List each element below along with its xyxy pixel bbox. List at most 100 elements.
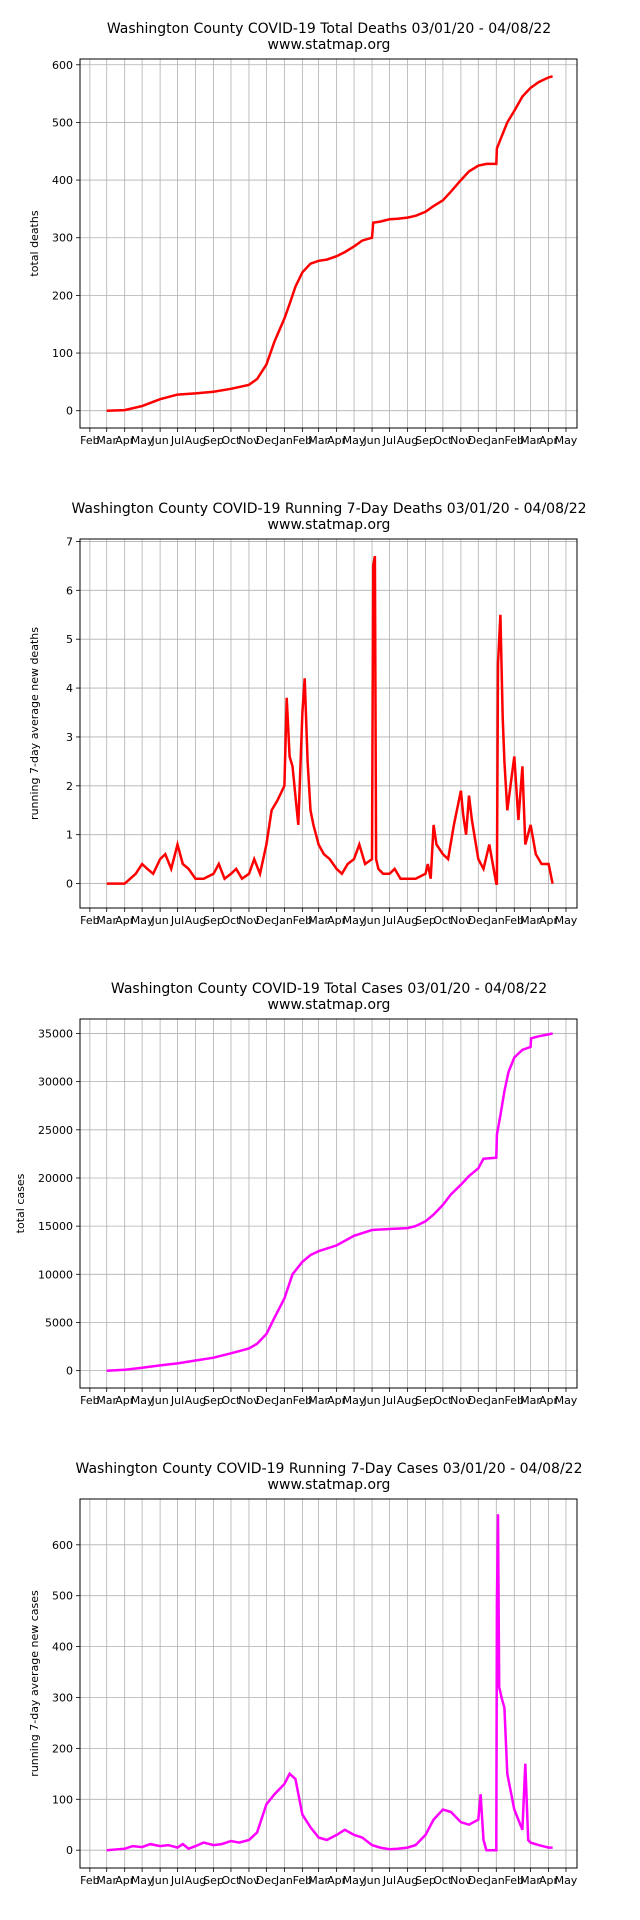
x-tick-label: Feb (80, 1874, 99, 1887)
x-tick-label: Sep (203, 1874, 224, 1887)
x-tick-label: Feb (293, 1874, 312, 1887)
x-tick-label: Dec (468, 914, 489, 927)
series-line (106, 75, 553, 412)
x-tick-label: Apr (327, 434, 347, 447)
x-tick-label: Dec (256, 1874, 277, 1887)
x-tick-label: Jun (151, 1874, 169, 1887)
x-tick-label: Oct (221, 434, 241, 447)
y-tick-label: 100 (52, 1793, 73, 1806)
y-tick-label: 30000 (38, 1076, 73, 1089)
x-tick-label: Apr (115, 1874, 135, 1887)
x-tick-label: Nov (238, 1874, 260, 1887)
chart-panel-running-deaths: Washington County COVID-19 Running 7-Day… (0, 480, 640, 960)
x-tick-label: Oct (221, 914, 241, 927)
x-tick-label: Jun (362, 914, 380, 927)
x-tick-label: Dec (256, 914, 277, 927)
x-tick-label: Aug (185, 914, 206, 927)
x-tick-label: Oct (433, 1874, 453, 1887)
x-tick-label: Jun (362, 1874, 380, 1887)
x-tick-label: Sep (203, 914, 224, 927)
x-tick-label: Dec (468, 434, 489, 447)
chart-subtitle: www.statmap.org (268, 1477, 391, 1493)
x-tick-label: Jan (275, 1394, 293, 1407)
x-tick-label: Feb (505, 1874, 524, 1887)
x-tick-label: Aug (397, 1874, 418, 1887)
y-tick-label: 6 (66, 584, 73, 597)
x-tick-label: Jan (275, 914, 293, 927)
y-tick-label: 0 (66, 405, 73, 418)
x-tick-label: Feb (293, 434, 312, 447)
y-tick-label: 400 (52, 174, 73, 187)
x-tick-label: Feb (505, 914, 524, 927)
y-tick-label: 2 (66, 780, 73, 793)
x-tick-label: Jun (151, 434, 169, 447)
x-tick-label: Feb (505, 434, 524, 447)
x-tick-label: Apr (539, 914, 559, 927)
x-tick-label: May (343, 914, 366, 927)
chart-running-cases: Washington County COVID-19 Running 7-Day… (28, 1461, 583, 1887)
chart-subtitle: www.statmap.org (268, 37, 391, 53)
x-tick-label: Feb (505, 1394, 524, 1407)
x-tick-label: Sep (415, 1874, 436, 1887)
chart-panel-running-cases: Washington County COVID-19 Running 7-Day… (0, 1440, 640, 1920)
chart-title: Washington County COVID-19 Total Cases 0… (111, 981, 547, 997)
x-tick-label: Jan (487, 914, 505, 927)
y-axis-label: running 7-day average new cases (28, 1590, 41, 1777)
x-tick-label: Jul (170, 1394, 184, 1407)
plot-frame (79, 1498, 578, 1869)
x-tick-label: Apr (327, 1394, 347, 1407)
x-tick-label: Apr (327, 914, 347, 927)
y-tick-label: 3 (66, 731, 73, 744)
x-tick-label: May (555, 434, 578, 447)
x-tick-label: May (555, 914, 578, 927)
x-tick-label: Apr (115, 434, 135, 447)
x-tick-label: Nov (238, 434, 260, 447)
x-tick-label: Apr (327, 1874, 347, 1887)
y-tick-label: 1 (66, 829, 73, 842)
y-tick-label: 7 (66, 535, 73, 548)
y-axis-label: total cases (14, 1173, 27, 1233)
x-tick-label: May (131, 914, 154, 927)
x-tick-label: Mar (96, 1394, 117, 1407)
x-tick-label: Mar (308, 1394, 329, 1407)
x-tick-label: Oct (221, 1874, 241, 1887)
x-tick-label: Oct (433, 434, 453, 447)
x-tick-label: Jul (170, 1874, 184, 1887)
y-tick-label: 300 (52, 1691, 73, 1704)
x-tick-label: Feb (80, 1394, 99, 1407)
chart-subtitle: www.statmap.org (268, 517, 391, 533)
x-tick-label: Jan (275, 1874, 293, 1887)
x-tick-label: May (343, 434, 366, 447)
x-tick-label: Mar (520, 1394, 541, 1407)
chart-title: Washington County COVID-19 Running 7-Day… (76, 1461, 583, 1477)
y-tick-label: 5 (66, 633, 73, 646)
x-tick-label: Feb (80, 914, 99, 927)
x-tick-label: Mar (96, 1874, 117, 1887)
chart-panel-total-deaths: Washington County COVID-19 Total Deaths … (0, 0, 640, 480)
y-tick-label: 35000 (38, 1027, 73, 1040)
x-tick-label: Oct (433, 1394, 453, 1407)
x-tick-label: Jun (151, 914, 169, 927)
chart-subtitle: www.statmap.org (268, 997, 391, 1013)
x-tick-label: Mar (520, 434, 541, 447)
x-tick-label: Nov (450, 1874, 472, 1887)
x-tick-label: Nov (238, 1394, 260, 1407)
y-tick-label: 500 (52, 1590, 73, 1603)
x-tick-label: Aug (397, 434, 418, 447)
x-tick-label: Mar (308, 434, 329, 447)
x-tick-label: May (555, 1874, 578, 1887)
x-tick-label: Feb (293, 1394, 312, 1407)
x-tick-label: Jul (382, 914, 396, 927)
x-tick-label: Dec (256, 434, 277, 447)
plot-frame (79, 538, 578, 909)
y-tick-label: 600 (52, 59, 73, 72)
x-tick-label: Jul (170, 434, 184, 447)
x-tick-label: Sep (415, 1394, 436, 1407)
x-tick-label: May (131, 1394, 154, 1407)
x-tick-label: Jun (362, 1394, 380, 1407)
x-tick-label: Mar (96, 914, 117, 927)
x-tick-label: May (343, 1874, 366, 1887)
y-tick-label: 20000 (38, 1172, 73, 1185)
x-tick-label: Aug (185, 434, 206, 447)
chart-title: Washington County COVID-19 Running 7-Day… (71, 501, 586, 517)
